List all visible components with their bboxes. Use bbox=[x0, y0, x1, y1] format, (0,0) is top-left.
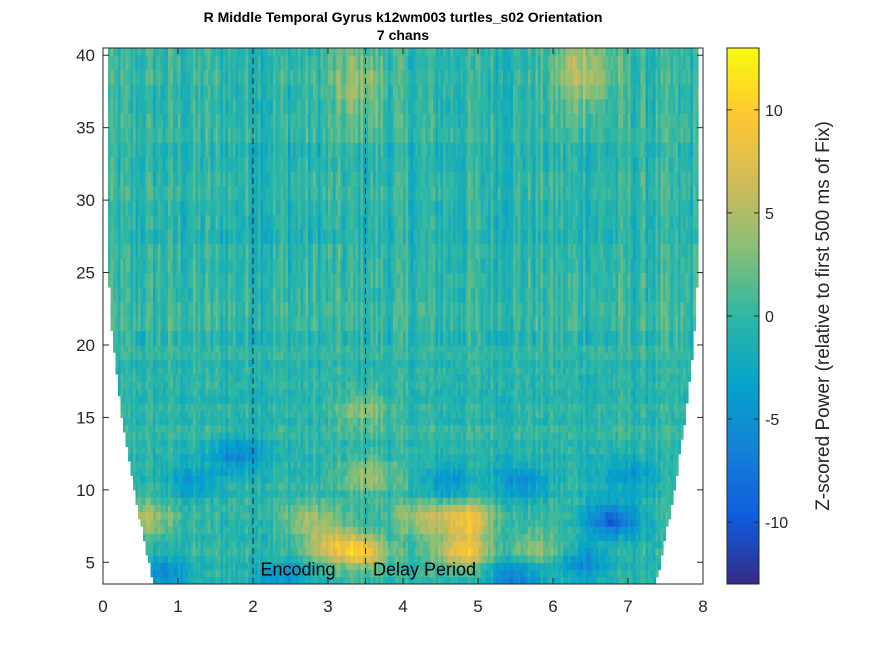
heatmap-cell bbox=[673, 483, 676, 491]
heatmap-cell bbox=[681, 425, 684, 433]
chart-title: R Middle Temporal Gyrus k12wm003 turtles… bbox=[204, 9, 603, 25]
heatmap-cell bbox=[663, 533, 666, 541]
heatmap-cell bbox=[678, 446, 681, 454]
heatmap bbox=[108, 41, 699, 585]
heatmap-cell bbox=[658, 555, 661, 563]
heatmap-cell bbox=[671, 497, 674, 505]
chart-subtitle: 7 chans bbox=[377, 27, 429, 43]
plot-area bbox=[108, 41, 699, 585]
heatmap-cell bbox=[668, 512, 671, 520]
heatmap-cell bbox=[656, 570, 659, 578]
heatmap-cell bbox=[683, 417, 686, 425]
heatmap-cell bbox=[676, 468, 679, 476]
heatmap-cell bbox=[658, 562, 661, 570]
heatmap-cell bbox=[673, 475, 676, 483]
heatmap-cell bbox=[661, 541, 664, 549]
heatmap-cell bbox=[676, 454, 679, 462]
heatmap-cell bbox=[678, 439, 681, 447]
heatmap-cell bbox=[681, 432, 684, 440]
heatmap-cell bbox=[653, 577, 656, 585]
heatmap-cell bbox=[666, 519, 669, 527]
heatmap-cell bbox=[661, 548, 664, 556]
heatmap-cell bbox=[676, 461, 679, 469]
heatmap-cell bbox=[668, 504, 671, 512]
heatmap-cell bbox=[671, 490, 674, 498]
heatmap-cell bbox=[663, 526, 666, 534]
